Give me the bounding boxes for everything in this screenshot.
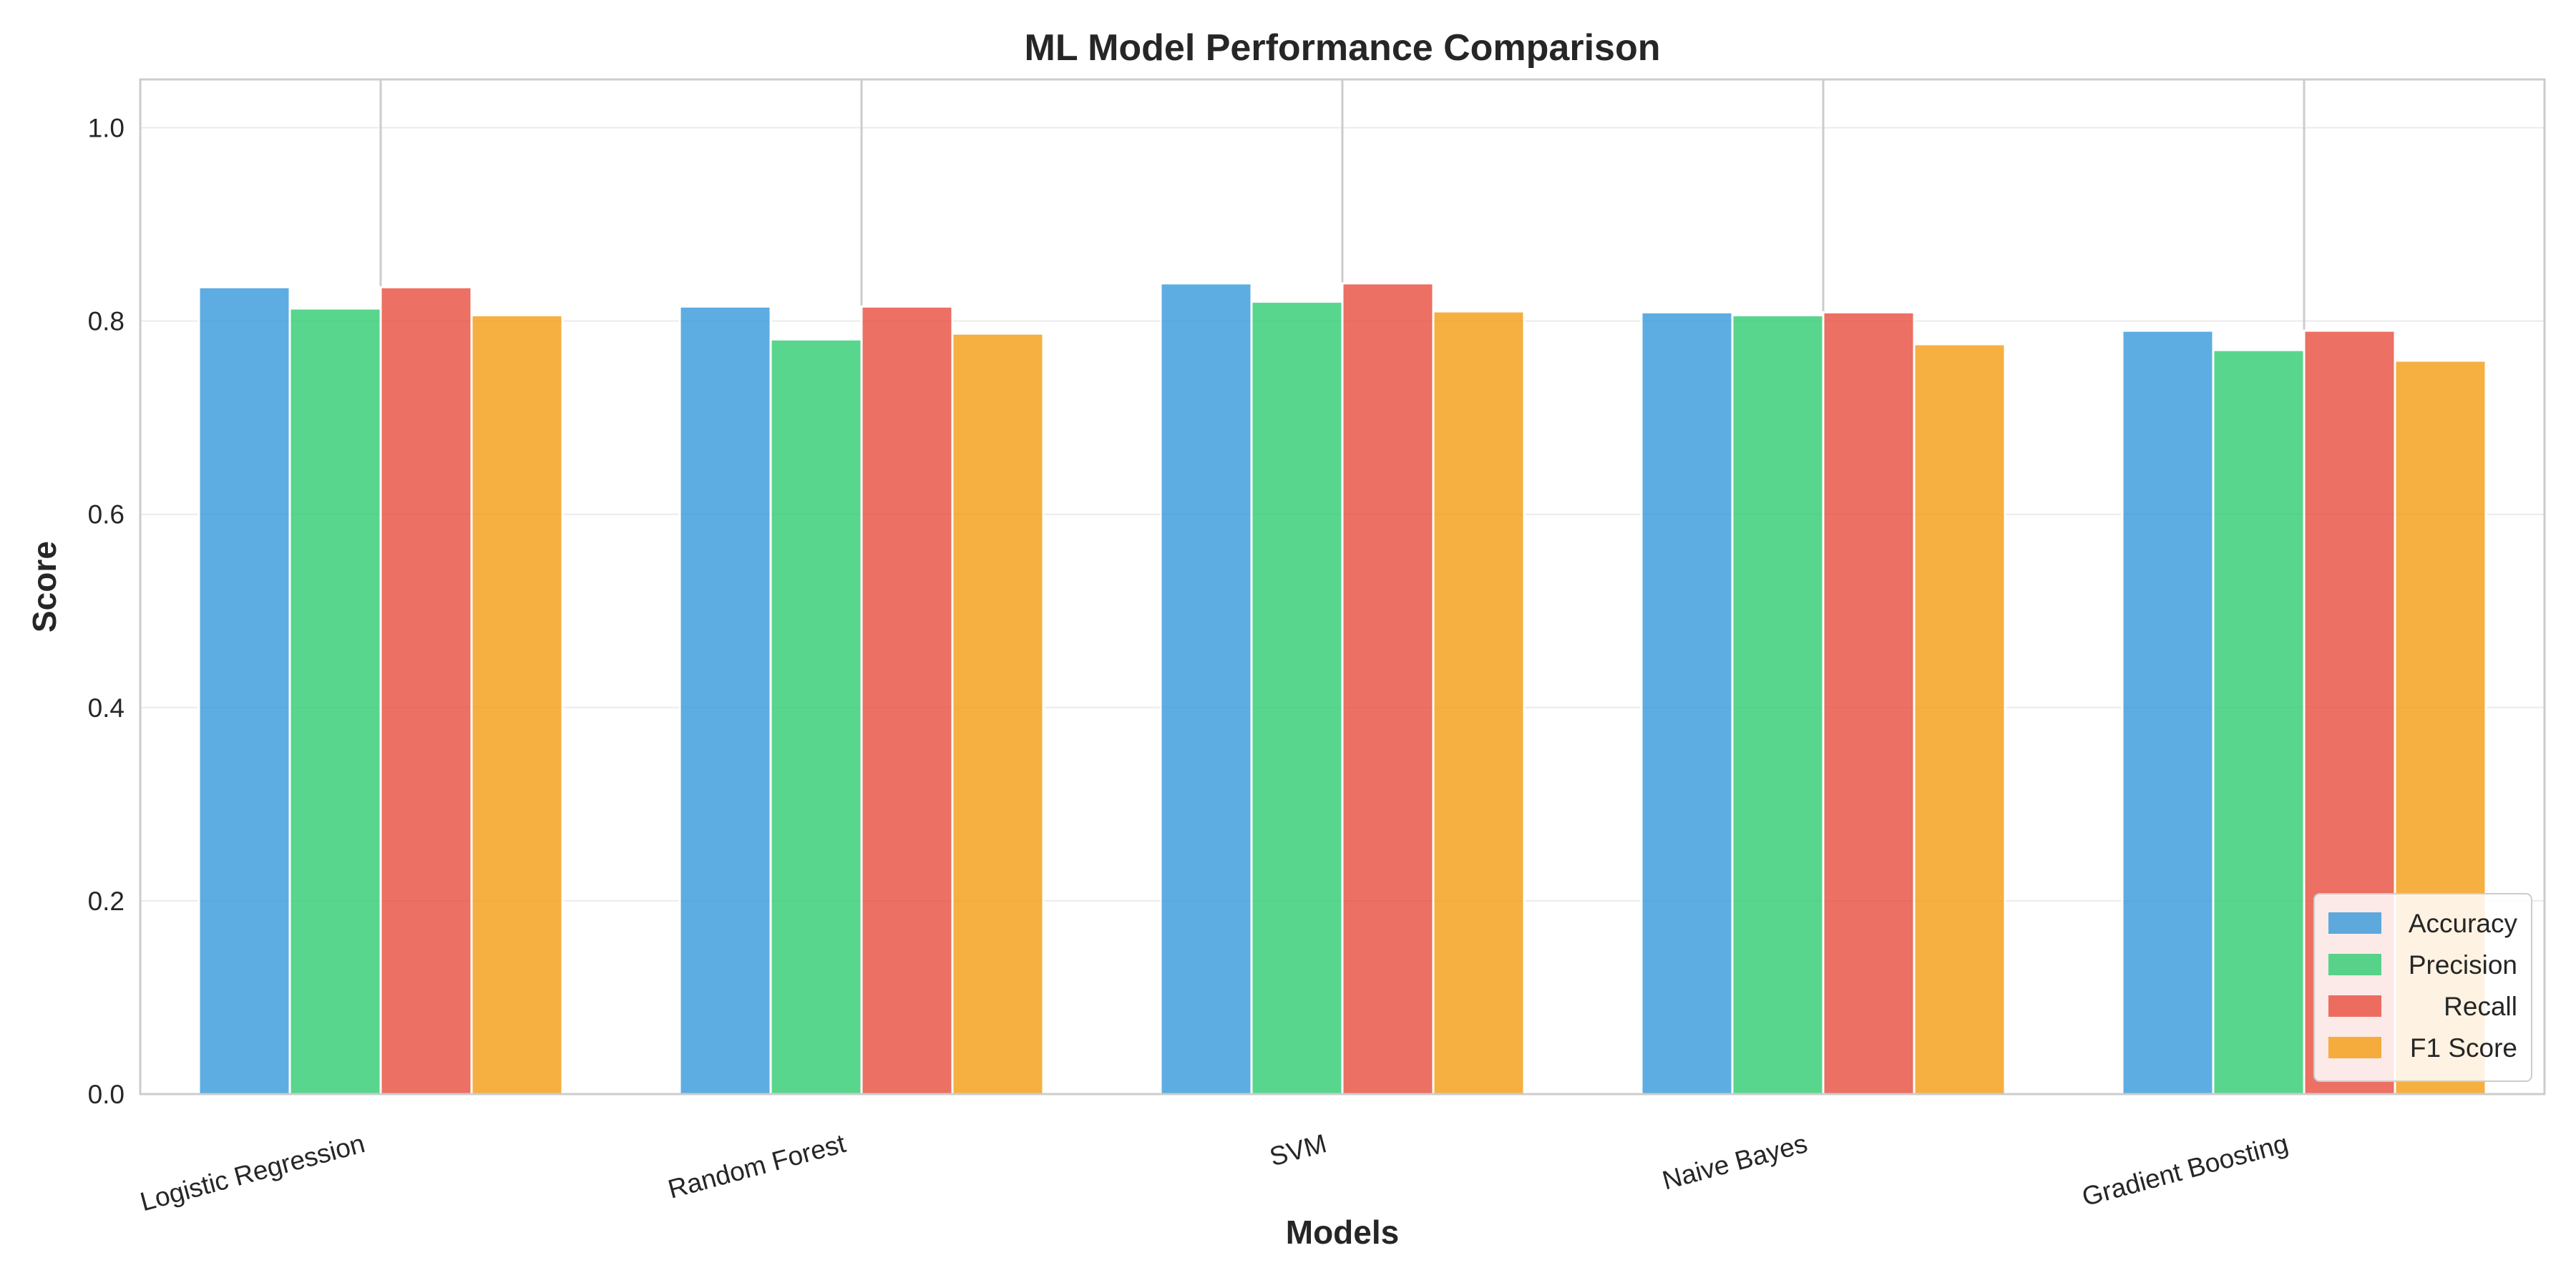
legend: Accuracy Precision Recall F1 Score — [2313, 893, 2532, 1082]
x-tick-label: Gradient Boosting — [2079, 1128, 2291, 1211]
x-axis-label: Models — [1286, 1214, 1399, 1251]
bar-f1-score — [470, 314, 564, 1096]
legend-swatch — [2328, 995, 2381, 1017]
legend-swatch — [2328, 954, 2381, 975]
bar-recall — [1341, 282, 1435, 1096]
bar-accuracy — [2121, 329, 2215, 1096]
plot-frame — [139, 78, 2546, 1096]
bar-precision — [1250, 301, 1344, 1096]
bar-accuracy — [1640, 311, 1734, 1096]
bar-precision — [1731, 314, 1825, 1096]
x-tick-label: SVM — [1267, 1128, 1330, 1171]
legend-label: Accuracy — [2409, 909, 2518, 938]
bars-layer — [197, 282, 2487, 1096]
y-axis-label: Score — [26, 541, 63, 633]
y-tick-label: 0.6 — [88, 500, 125, 530]
y-tick-label: 0.0 — [88, 1080, 125, 1109]
bar-precision — [769, 338, 863, 1096]
bar-recall — [860, 305, 954, 1096]
y-tick-label: 0.4 — [88, 693, 125, 723]
x-tick-label: Logistic Regression — [137, 1128, 369, 1216]
legend-label: Recall — [2444, 992, 2517, 1021]
bar-precision — [2212, 348, 2306, 1096]
y-tick-label: 0.2 — [88, 887, 125, 916]
legend-box — [2313, 893, 2532, 1082]
bar-f1-score — [951, 332, 1045, 1096]
x-tick-label: Naive Bayes — [1659, 1128, 1810, 1195]
bar-accuracy — [678, 305, 772, 1096]
bar-precision — [288, 307, 382, 1096]
legend-label: Precision — [2409, 950, 2517, 980]
bar-accuracy — [1159, 282, 1253, 1096]
bar-recall — [1822, 311, 1916, 1096]
y-ticks: 0.0 0.2 0.4 0.6 0.8 1.0 — [88, 114, 125, 1109]
bar-accuracy — [197, 286, 291, 1096]
x-ticks: Logistic Regression Random Forest SVM Naive… — [137, 1128, 2291, 1216]
bar-f1-score — [1913, 343, 2006, 1096]
legend-swatch — [2328, 1037, 2381, 1058]
legend-label: F1 Score — [2410, 1033, 2517, 1063]
y-tick-label: 0.8 — [88, 307, 125, 336]
bar-recall — [379, 286, 473, 1096]
x-tick-label: Random Forest — [665, 1128, 849, 1204]
legend-swatch — [2328, 912, 2381, 934]
chart-title: ML Model Performance Comparison — [1025, 27, 1661, 69]
y-tick-label: 1.0 — [88, 114, 125, 143]
bar-f1-score — [1432, 310, 1526, 1096]
